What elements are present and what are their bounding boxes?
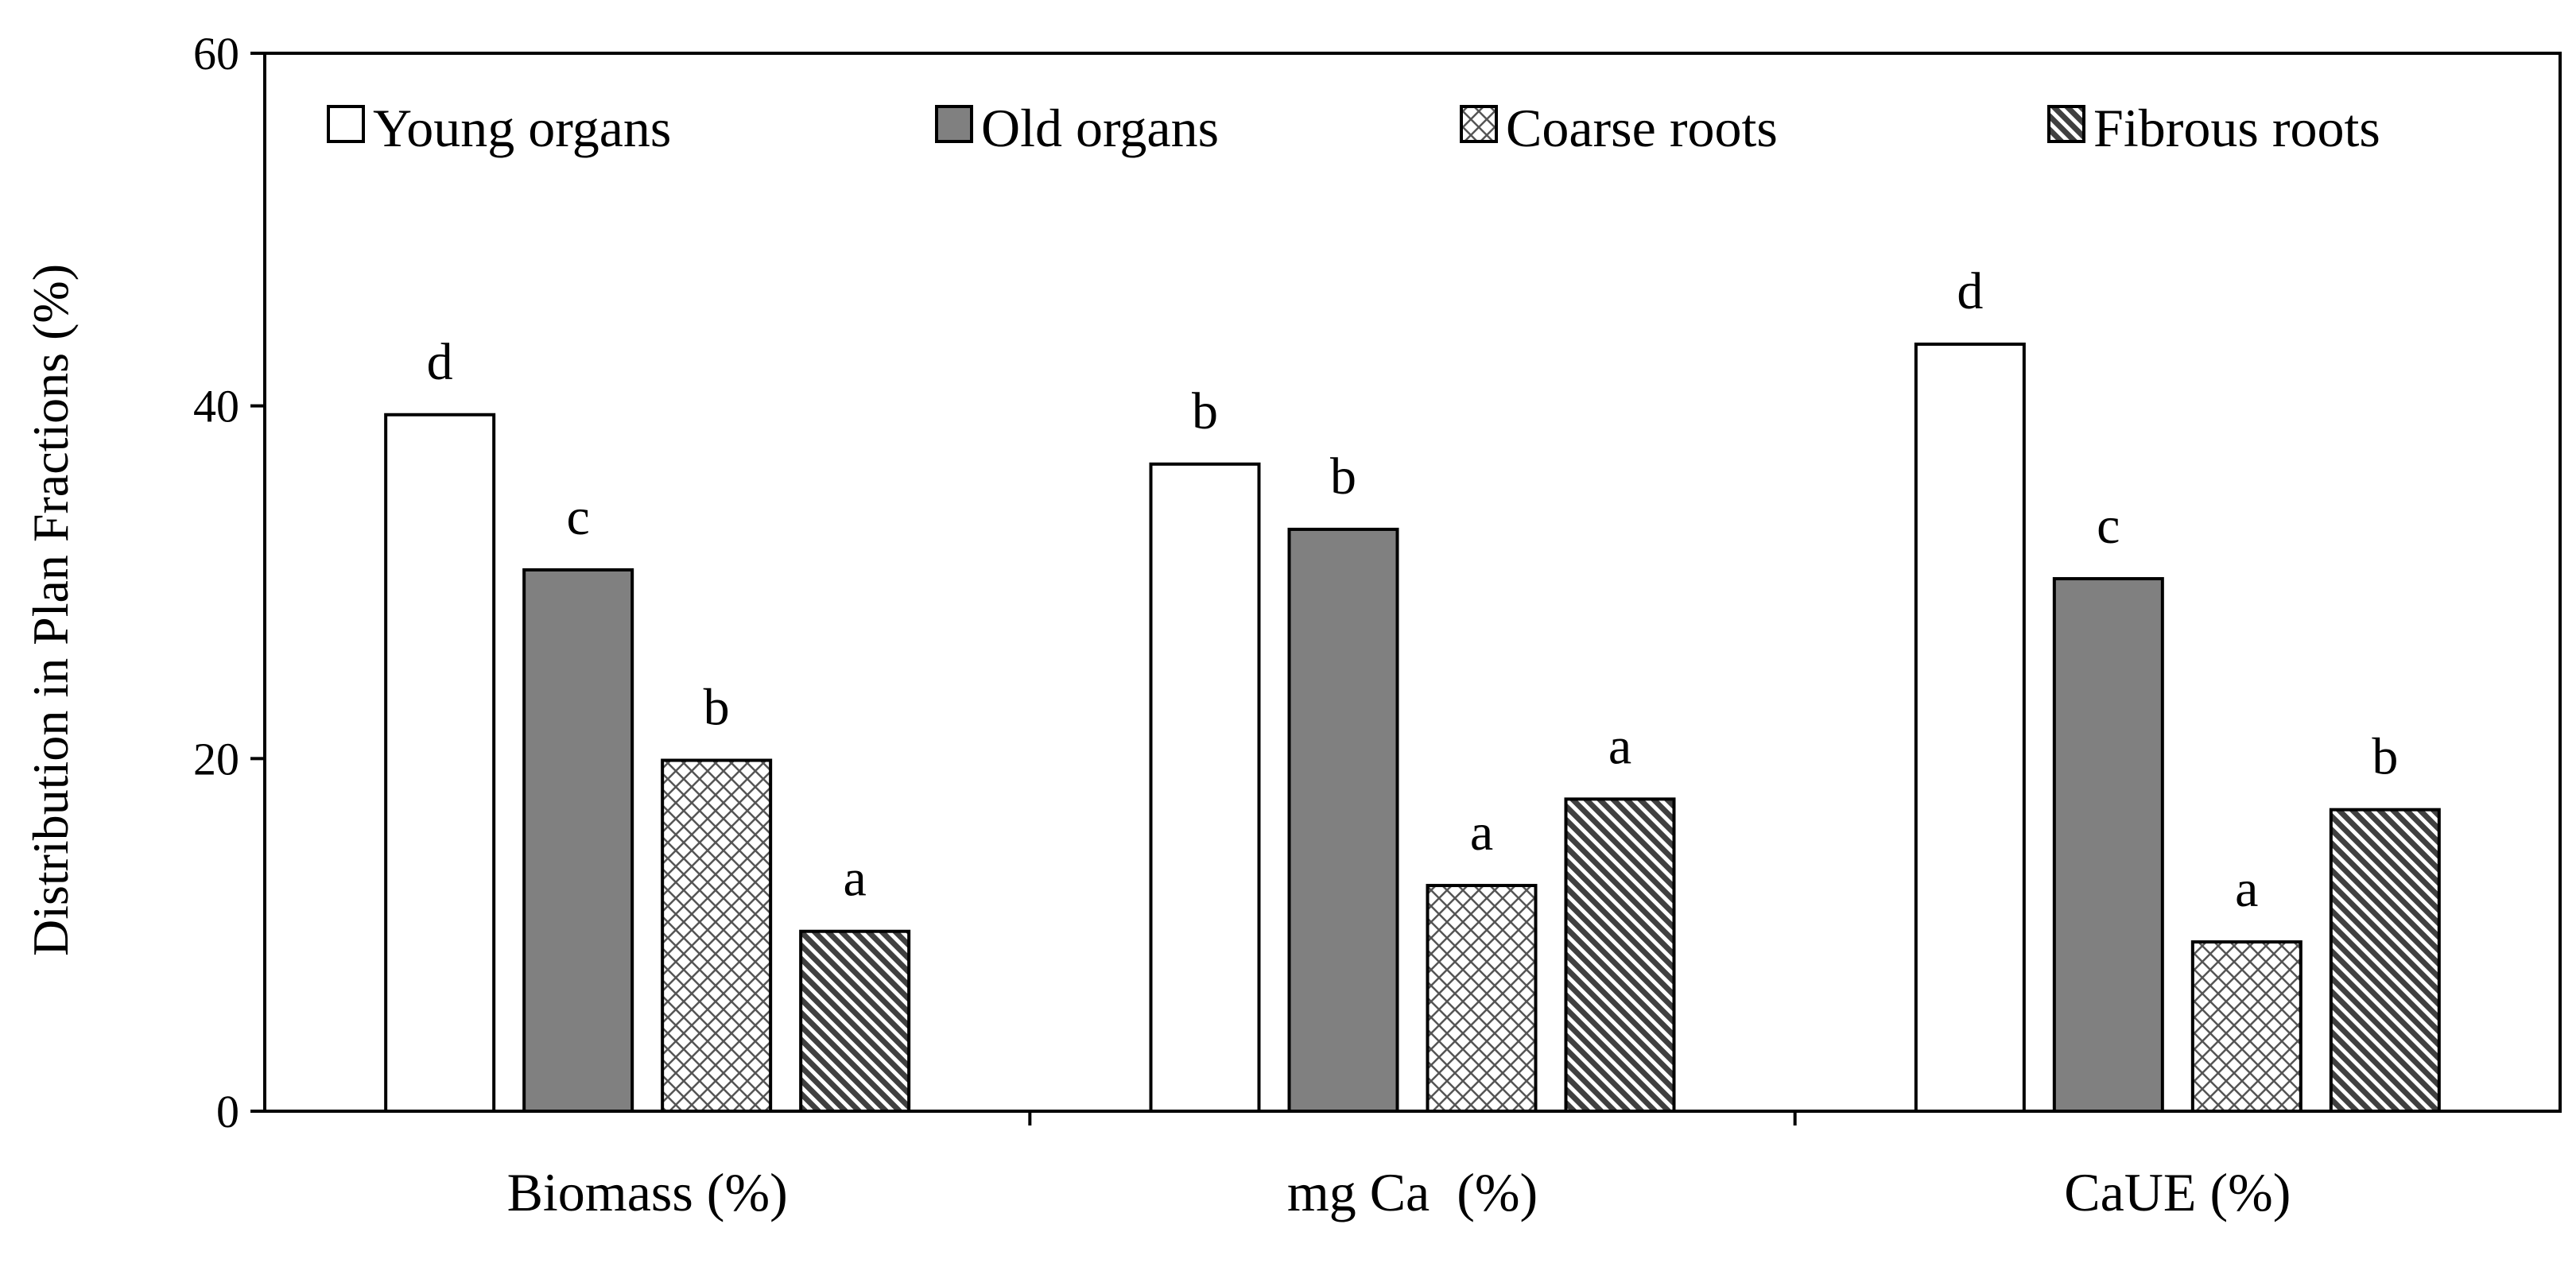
plot-area-frame bbox=[263, 52, 2562, 1113]
bar-significance-label: c bbox=[567, 488, 590, 546]
bar bbox=[522, 568, 634, 1113]
legend-label: Old organs bbox=[981, 98, 1219, 158]
bar bbox=[2190, 940, 2302, 1114]
y-axis-label: Distribution in Plan Fractions (%) bbox=[22, 264, 79, 956]
x-category-label: CaUE (%) bbox=[2064, 1162, 2291, 1222]
bar-significance-label: b bbox=[704, 679, 730, 737]
bar-significance-label: a bbox=[1608, 717, 1631, 775]
bar-significance-label: b bbox=[1330, 447, 1356, 506]
bar bbox=[661, 758, 773, 1114]
bar bbox=[2329, 808, 2441, 1113]
bar-significance-label: c bbox=[2097, 497, 2120, 555]
bar bbox=[1287, 527, 1399, 1113]
bar-significance-label: a bbox=[2235, 860, 2258, 918]
bar-significance-label: b bbox=[1192, 382, 1218, 440]
y-tick-label: 20 bbox=[193, 733, 239, 785]
y-tick-label: 60 bbox=[193, 28, 239, 79]
bar-significance-label: a bbox=[1470, 804, 1493, 862]
bar-significance-label: b bbox=[2372, 728, 2398, 786]
bar bbox=[1426, 884, 1538, 1113]
x-category-label: mg Ca (%) bbox=[1287, 1162, 1538, 1222]
bar bbox=[799, 929, 911, 1113]
legend-label: Young organs bbox=[373, 98, 671, 158]
legend-label: Coarse roots bbox=[1506, 98, 1778, 158]
y-tick-label: 0 bbox=[216, 1086, 239, 1137]
legend-swatch bbox=[1460, 105, 1498, 143]
bar bbox=[384, 413, 496, 1113]
bar bbox=[1914, 343, 2026, 1113]
bar-significance-label: a bbox=[844, 850, 867, 908]
legend-swatch bbox=[2047, 105, 2085, 143]
bar-significance-label: d bbox=[1957, 262, 1983, 320]
bar bbox=[1149, 462, 1261, 1113]
bar bbox=[1564, 797, 1676, 1113]
x-category-label: Biomass (%) bbox=[507, 1162, 788, 1222]
bar bbox=[2052, 577, 2164, 1113]
bar-significance-label: d bbox=[427, 333, 453, 391]
legend-label: Fibrous roots bbox=[2093, 98, 2380, 158]
legend-swatch bbox=[327, 105, 365, 143]
legend-swatch bbox=[935, 105, 973, 143]
y-tick-label: 40 bbox=[193, 381, 239, 432]
